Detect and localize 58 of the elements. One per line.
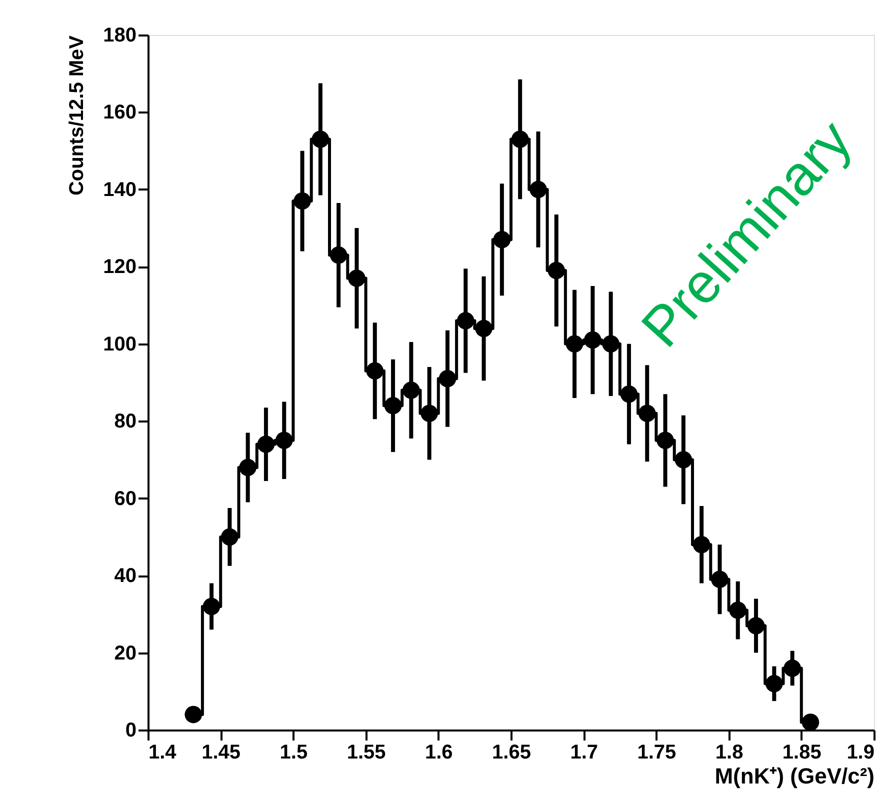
point xyxy=(747,617,765,634)
point xyxy=(420,404,438,422)
point xyxy=(475,320,492,338)
point xyxy=(638,404,656,422)
point xyxy=(711,570,728,588)
point xyxy=(384,397,402,414)
point xyxy=(674,451,692,468)
y-tick-label: 160 xyxy=(103,102,136,124)
x-tick-label: 1.85 xyxy=(782,742,822,764)
y-tick-label: 0 xyxy=(125,720,136,742)
point xyxy=(184,706,202,724)
x-tick-label: 1.55 xyxy=(346,742,386,764)
point xyxy=(530,180,547,198)
point xyxy=(221,528,238,546)
x-tick-label: 1.4 xyxy=(148,742,178,764)
point xyxy=(802,714,820,731)
point xyxy=(456,312,474,330)
y-tick-label: 20 xyxy=(114,642,136,664)
point xyxy=(784,660,801,677)
y-tick-label: 100 xyxy=(103,333,136,356)
point xyxy=(312,130,330,148)
point xyxy=(566,335,584,353)
y-tick-label: 140 xyxy=(103,178,136,201)
x-tick-label: 1.8 xyxy=(715,742,744,764)
y-tick-label: 60 xyxy=(114,488,136,510)
y-tick-label: 180 xyxy=(103,24,136,46)
point xyxy=(602,335,620,353)
point xyxy=(620,385,638,403)
x-tick-label: 1.65 xyxy=(492,742,531,764)
point xyxy=(294,192,311,210)
point xyxy=(438,370,456,388)
y-tick-label: 120 xyxy=(103,256,136,278)
point xyxy=(202,598,220,616)
y-tick-label: 40 xyxy=(114,565,136,588)
point xyxy=(766,675,783,692)
point xyxy=(257,436,275,453)
point xyxy=(511,130,529,148)
point xyxy=(548,262,566,280)
point xyxy=(729,602,747,619)
point xyxy=(366,362,384,380)
point xyxy=(692,536,710,554)
x-tick-label: 1.5 xyxy=(280,742,308,764)
point xyxy=(348,270,366,287)
x-tick-label: 1.45 xyxy=(202,742,241,764)
x-tick-label: 1.75 xyxy=(637,742,676,764)
x-tick-label: 1.7 xyxy=(570,742,598,764)
point xyxy=(239,458,256,476)
point xyxy=(402,382,420,399)
point xyxy=(656,432,674,450)
point xyxy=(493,230,511,248)
x-tick-label: 1.9 xyxy=(846,742,874,764)
y-tick-label: 80 xyxy=(114,410,136,433)
x-axis-title: M(nK⁺) (GeV/c²) xyxy=(714,764,874,788)
y-axis-title: Counts/12.5 MeV xyxy=(66,34,88,196)
point xyxy=(584,331,602,349)
x-tick-label: 1.6 xyxy=(424,742,453,764)
point xyxy=(275,432,293,450)
point xyxy=(330,246,348,264)
